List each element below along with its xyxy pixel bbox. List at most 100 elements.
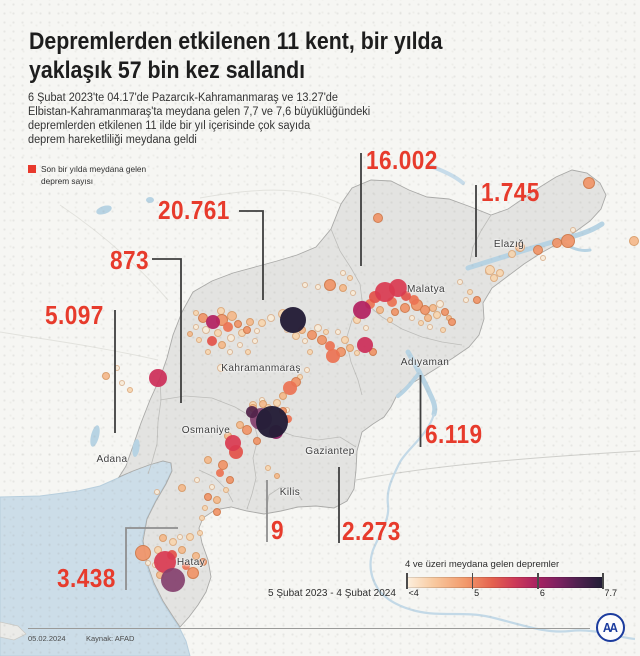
city-label-gaziantep: Gaziantep	[305, 445, 355, 457]
earthquake-dot	[199, 515, 205, 521]
earthquake-dot	[433, 311, 441, 319]
earthquake-dot	[347, 275, 353, 281]
city-label-adana: Adana	[96, 453, 128, 465]
earthquake-dot	[242, 425, 252, 435]
earthquake-dot	[187, 567, 199, 579]
earthquake-dot	[314, 324, 322, 332]
earthquake-count-label: 6.119	[425, 419, 483, 449]
earthquake-dot	[353, 301, 371, 319]
city-label-hatay: Hatay	[176, 556, 206, 568]
earthquake-dot	[280, 307, 306, 333]
earthquake-dot	[436, 300, 444, 308]
earthquake-dot	[225, 435, 241, 451]
earthquake-dot	[246, 406, 258, 418]
footer-divider	[28, 628, 590, 629]
earthquake-dot	[515, 242, 525, 252]
earthquake-count-label: 5.097	[45, 300, 104, 330]
city-label-adıyaman: Adıyaman	[400, 356, 450, 368]
earthquake-dot	[227, 311, 237, 321]
earthquake-dot	[533, 245, 543, 255]
earthquake-count-label: 9	[271, 515, 285, 545]
earthquake-dot	[424, 314, 432, 322]
earthquake-dot	[265, 465, 271, 471]
earthquake-dot	[323, 329, 329, 335]
scale-tick-label: 7.7	[604, 588, 618, 598]
earthquake-dot	[267, 314, 275, 322]
earthquake-dot	[199, 558, 207, 566]
earthquake-dot	[409, 315, 415, 321]
earthquake-dot	[400, 303, 410, 313]
earthquake-dot	[196, 337, 202, 343]
earthquake-dot	[213, 496, 221, 504]
earthquake-dot	[463, 297, 469, 303]
earthquake-dot	[169, 538, 177, 546]
earthquake-dot	[448, 318, 456, 326]
north-reservoir	[428, 164, 465, 185]
city-label-elazığ: Elazığ	[493, 238, 525, 250]
date-range-label: 5 Şubat 2023 - 4 Şubat 2024	[268, 588, 396, 599]
earthquake-dot	[182, 562, 190, 570]
earthquake-dot	[149, 369, 167, 387]
ataturk-lake-branch	[396, 370, 422, 398]
earthquake-dot	[629, 236, 639, 246]
earthquake-count-label: 2.273	[342, 516, 401, 546]
scale-tick-label: <4	[408, 588, 419, 598]
leader-line	[152, 258, 182, 403]
earthquake-count-label: 20.761	[158, 195, 230, 225]
syria-border	[355, 450, 640, 481]
earthquake-dot	[279, 392, 287, 400]
aa-agency-logo: AA	[596, 613, 625, 642]
earthquake-dot	[246, 318, 254, 326]
earthquake-dot	[161, 568, 185, 592]
earthquake-dot	[192, 552, 200, 560]
earthquake-dot	[441, 308, 449, 316]
earthquake-dot	[387, 297, 397, 307]
scale-tick-label: 6	[539, 588, 545, 598]
earthquake-dot	[304, 367, 310, 373]
earthquake-count-label: 873	[110, 245, 150, 275]
earthquake-dot	[389, 279, 407, 297]
earthquake-dot	[216, 469, 224, 477]
earthquake-dot	[427, 324, 433, 330]
earthquake-count-label: 3.438	[57, 563, 116, 593]
earthquake-dot	[227, 349, 233, 355]
scale-title: 4 ve üzeri meydana gelen depremler	[405, 559, 560, 570]
earthquake-dot	[391, 308, 399, 316]
earthquake-dot	[254, 328, 260, 334]
earthquake-dot	[197, 530, 203, 536]
earthquake-dot	[387, 317, 393, 323]
small-lake	[96, 205, 112, 215]
earthquake-dot	[178, 484, 186, 492]
earthquake-dot	[187, 331, 193, 337]
earthquake-dot	[204, 456, 212, 464]
earthquake-dot	[178, 546, 186, 554]
small-lake	[146, 197, 154, 203]
earthquake-dot	[409, 295, 419, 305]
earthquake-dot	[217, 364, 225, 372]
earthquake-dot	[274, 473, 280, 479]
background-border	[199, 189, 342, 205]
earthquake-dot	[186, 533, 194, 541]
earthquake-dot	[194, 477, 200, 483]
earthquake-dot	[213, 508, 221, 516]
earthquake-dot	[193, 310, 199, 316]
earthquake-dot	[205, 349, 211, 355]
earthquake-dot	[473, 296, 481, 304]
earthquake-dot	[243, 326, 251, 334]
earthquake-dot	[245, 349, 251, 355]
earthquake-dot	[420, 305, 430, 315]
earthquake-dot	[218, 341, 226, 349]
earthquake-dot	[457, 279, 463, 285]
city-label-osmaniye: Osmaniye	[181, 424, 231, 436]
earthquake-dot	[496, 269, 504, 277]
earthquake-dot	[315, 284, 321, 290]
earthquake-dot	[440, 327, 446, 333]
earthquake-dot	[350, 290, 356, 296]
earthquake-dot	[237, 342, 243, 348]
earthquake-dot	[226, 476, 234, 484]
earthquake-dot	[325, 341, 335, 351]
seyhan-reservoir	[90, 425, 100, 447]
earthquake-dot	[227, 334, 235, 342]
